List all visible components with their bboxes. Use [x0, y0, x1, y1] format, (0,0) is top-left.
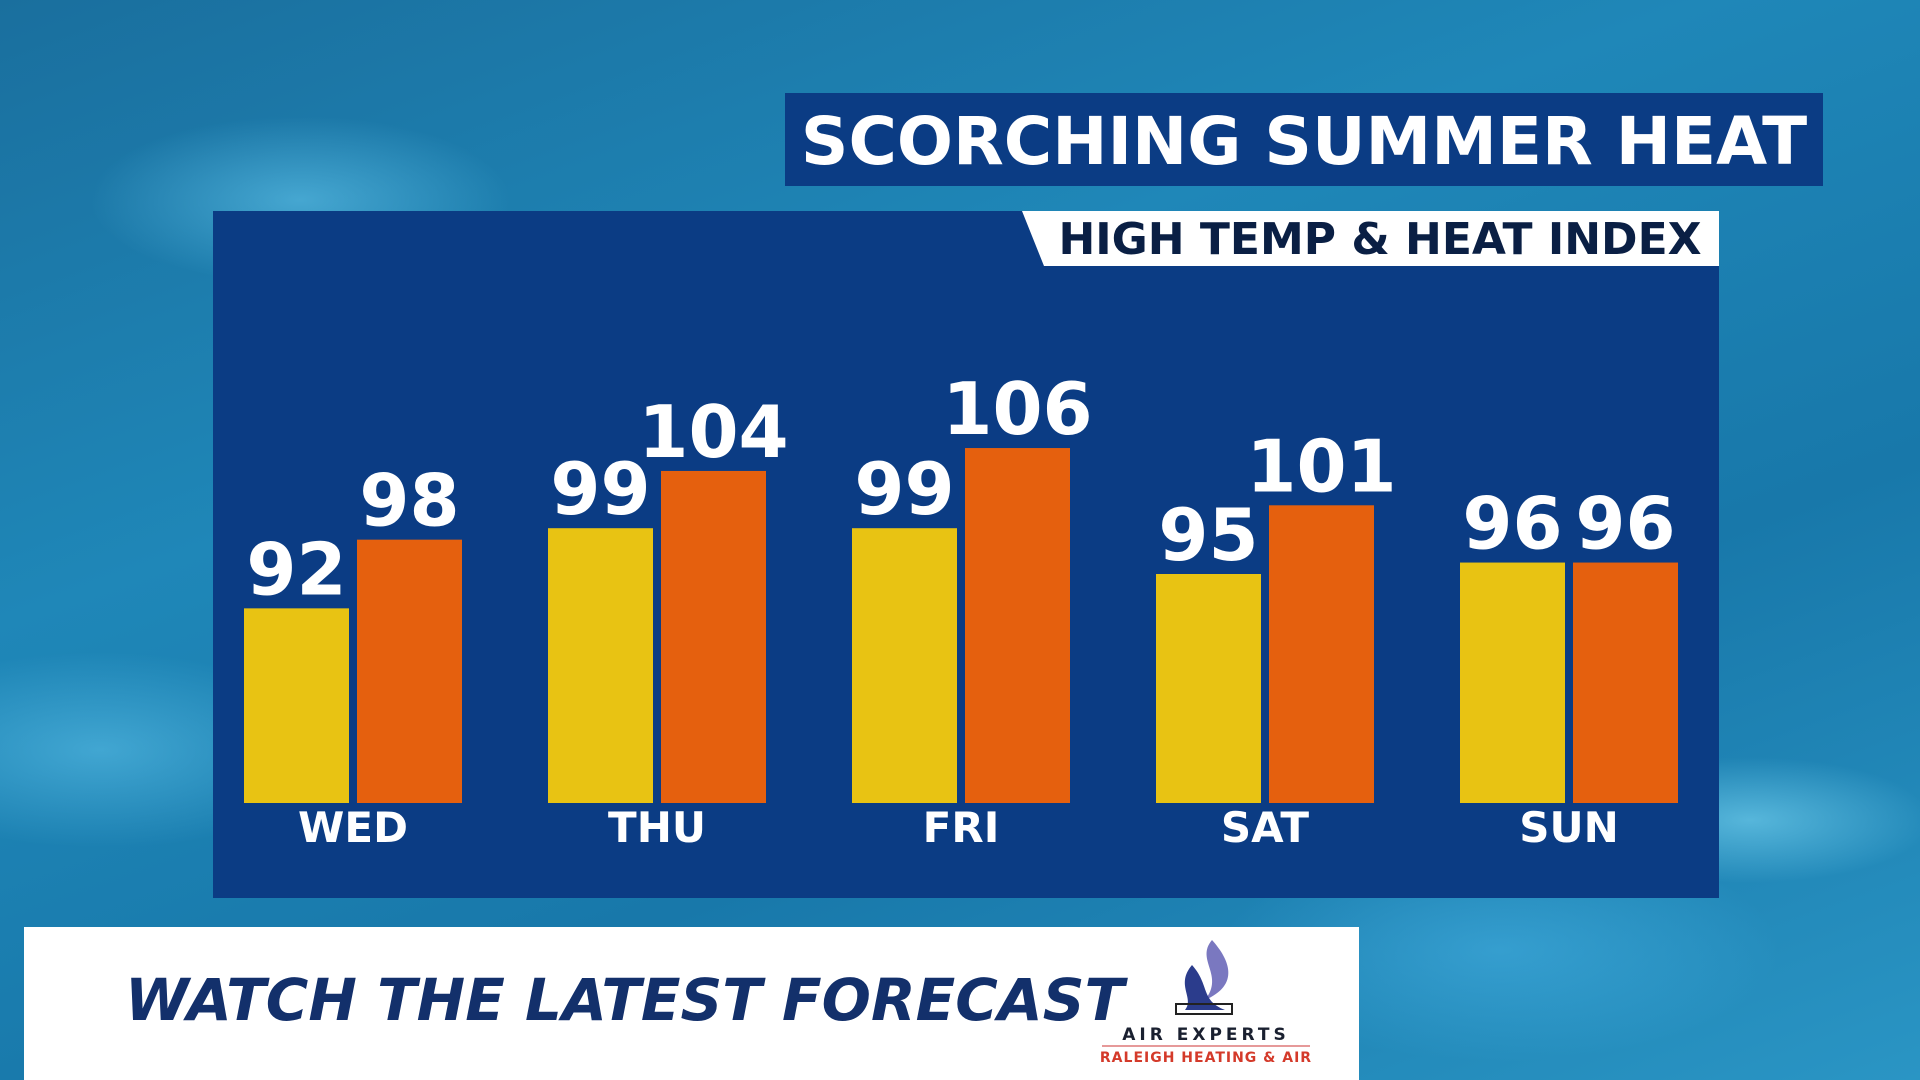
bar [852, 528, 957, 803]
value-label: 96 [1575, 482, 1675, 566]
value-label: 101 [1246, 424, 1396, 508]
x-tick-label: SAT [1221, 803, 1309, 852]
banner [24, 927, 1359, 1080]
banner-headline[interactable]: WATCH THE LATEST FORECAST [125, 966, 1128, 1034]
value-label: 99 [550, 447, 650, 531]
bar [1269, 505, 1374, 803]
subtitle-box [1022, 211, 1719, 266]
bar [1156, 574, 1261, 803]
bar [661, 470, 766, 803]
bar [244, 608, 349, 803]
bar [1573, 562, 1678, 803]
bar [548, 528, 653, 803]
sponsor-tagline: RALEIGH HEATING & AIR [1100, 1050, 1312, 1066]
x-tick-label: WED [298, 803, 408, 852]
logo-flame [1205, 940, 1229, 1000]
x-tick-label: THU [608, 803, 706, 852]
x-tick-label: FRI [923, 803, 1000, 852]
value-label: 104 [638, 390, 788, 474]
chart-subtitle: HIGH TEMP & HEAT INDEX [1058, 214, 1701, 265]
bar [357, 539, 462, 803]
value-label: 106 [942, 367, 1092, 451]
x-tick-label: SUN [1519, 803, 1619, 852]
value-label: 98 [359, 459, 459, 543]
sponsor-name: AIR EXPERTS [1122, 1025, 1289, 1045]
value-label: 95 [1158, 493, 1258, 577]
title-box [785, 93, 1823, 186]
chart-title: SCORCHING SUMMER HEAT [801, 103, 1807, 180]
sponsor-logo: AIR EXPERTS RALEIGH HEATING & AIR [1100, 940, 1312, 1066]
logo-flame [1184, 965, 1225, 1010]
logo-grate [1175, 1003, 1233, 1015]
value-label: 96 [1462, 482, 1562, 566]
bar [1460, 562, 1565, 803]
bar [965, 448, 1070, 803]
value-label: 92 [246, 527, 346, 611]
value-label: 99 [854, 447, 954, 531]
